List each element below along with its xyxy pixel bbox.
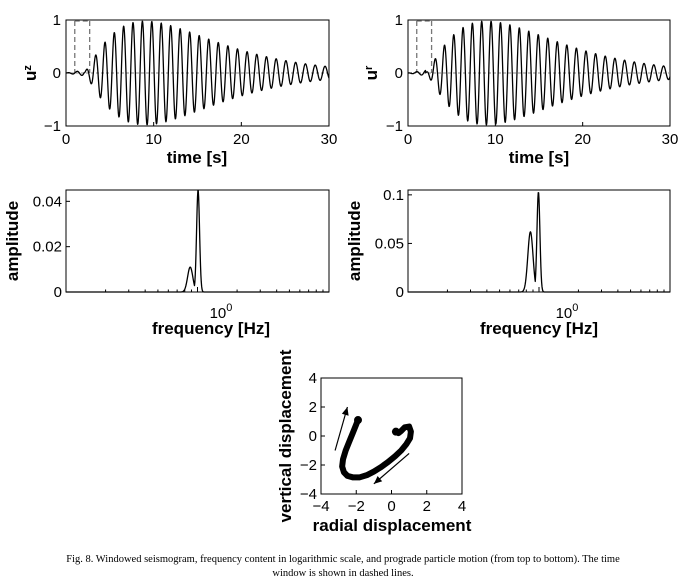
- ur-ytick-label: 0: [395, 65, 403, 82]
- uz-ylabel-sub: z: [22, 65, 34, 71]
- specz-curve: [65, 190, 330, 293]
- particle-ytick-label: 2: [309, 399, 317, 416]
- ur-ylabel-base: u: [362, 70, 381, 80]
- particle-arrows: [334, 406, 410, 485]
- ur-ylabel: ur: [362, 65, 381, 80]
- particle-ytick-label: −2: [300, 457, 317, 474]
- specr-ylabel: amplitude: [345, 201, 364, 281]
- ur-ytick-label: 1: [395, 12, 403, 29]
- specz-ytick-label: 0.02: [33, 239, 62, 256]
- panel-particle-motion: −4 −2 0 2 4 −4 −2 0 2 4 radial displacement verti…: [276, 349, 472, 535]
- specr-xtick: 100: [556, 302, 579, 322]
- particle-end-point: [391, 427, 400, 436]
- uz-waveform: [65, 20, 330, 126]
- ur-xlabel: time [s]: [509, 148, 569, 167]
- ur-xtick-label: 20: [574, 131, 591, 148]
- specz-xlabel: frequency [Hz]: [152, 319, 270, 338]
- particle-trajectory: [339, 417, 414, 481]
- specr-ytick-label: 0.1: [383, 187, 404, 204]
- particle-arrow-head-2: [373, 476, 383, 484]
- uz-ytick-label: 0: [53, 65, 61, 82]
- uz-ticks: 0 10 20 30−101: [44, 12, 337, 148]
- caption-line-2: window is shown in dashed lines.: [272, 568, 414, 579]
- particle-ylabel: vertical displacement: [276, 349, 295, 522]
- panel-spectrum-r: 00.050.1 100 frequency [Hz] amplitude: [345, 187, 671, 338]
- uz-ytick-label: 1: [53, 12, 61, 29]
- specr-xtick-exp: 0: [572, 302, 578, 314]
- uz-ylabel-base: u: [21, 71, 40, 81]
- particle-start-point: [354, 416, 363, 425]
- specz-xtick: 100: [210, 302, 233, 322]
- panel-ur: 0 10 20 30−101 time [s] ur: [362, 12, 678, 167]
- panel-spectrum-z: 00.020.04 100 frequency [Hz] amplitude: [3, 189, 330, 338]
- specz-ylabel: amplitude: [3, 201, 22, 281]
- particle-frame: [320, 377, 463, 495]
- ur-xtick-label: 30: [662, 131, 679, 148]
- figure: 0 10 20 30−101 time [s] uz 0 10 20 30−101 time…: [3, 12, 678, 535]
- particle-xtick-label: −2: [348, 498, 365, 515]
- particle-ytick-label: −4: [300, 486, 317, 503]
- specz-ytick-label: 0: [54, 284, 62, 301]
- uz-xlabel: time [s]: [167, 148, 227, 167]
- uz-xtick-label: 30: [321, 131, 338, 148]
- specz-ticks: 0 0.02 0.04: [33, 193, 324, 301]
- particle-xlabel: radial displacement: [313, 516, 472, 535]
- ur-ylabel-sub: r: [363, 65, 375, 70]
- particle-ytick-label: 0: [309, 428, 317, 445]
- specr-curve: [407, 192, 671, 293]
- specr-ticks: 0 0.05 0.1: [375, 187, 665, 301]
- caption-line-1: Fig. 8. Windowed seismogram, frequency c…: [66, 554, 620, 565]
- particle-xtick-label: 2: [423, 498, 431, 515]
- particle-arrow-head-1: [341, 407, 349, 416]
- specr-ytick-label: 0.05: [375, 235, 404, 252]
- particle-xtick-label: 4: [458, 498, 466, 515]
- specz-xtick-base: 10: [210, 305, 227, 322]
- uz-xtick-label: 0: [62, 131, 70, 148]
- specr-xtick-base: 10: [556, 305, 573, 322]
- specr-xlabel: frequency [Hz]: [480, 319, 598, 338]
- uz-xtick-label: 10: [145, 131, 162, 148]
- particle-xtick-label: 0: [387, 498, 395, 515]
- ur-xtick-label: 10: [487, 131, 504, 148]
- ur-waveform: [407, 20, 671, 126]
- figure-caption: Fig. 8. Windowed seismogram, frequency c…: [0, 553, 686, 581]
- particle-xtick-label: −4: [312, 498, 329, 515]
- specr-ytick-label: 0: [396, 284, 404, 301]
- ur-xtick-label: 0: [404, 131, 412, 148]
- specz-xtick-exp: 0: [226, 302, 232, 314]
- uz-xtick-label: 20: [233, 131, 250, 148]
- panel-uz: 0 10 20 30−101 time [s] uz: [21, 12, 337, 167]
- particle-ytick-label: 4: [309, 370, 317, 387]
- uz-ylabel: uz: [21, 65, 40, 81]
- ur-ticks: 0 10 20 30−101: [386, 12, 678, 148]
- specz-ytick-label: 0.04: [33, 193, 62, 210]
- uz-ytick-label: −1: [44, 118, 61, 135]
- particle-ticks: −4 −2 0 2 4 −4 −2 0 2 4: [300, 370, 466, 515]
- ur-ytick-label: −1: [386, 118, 403, 135]
